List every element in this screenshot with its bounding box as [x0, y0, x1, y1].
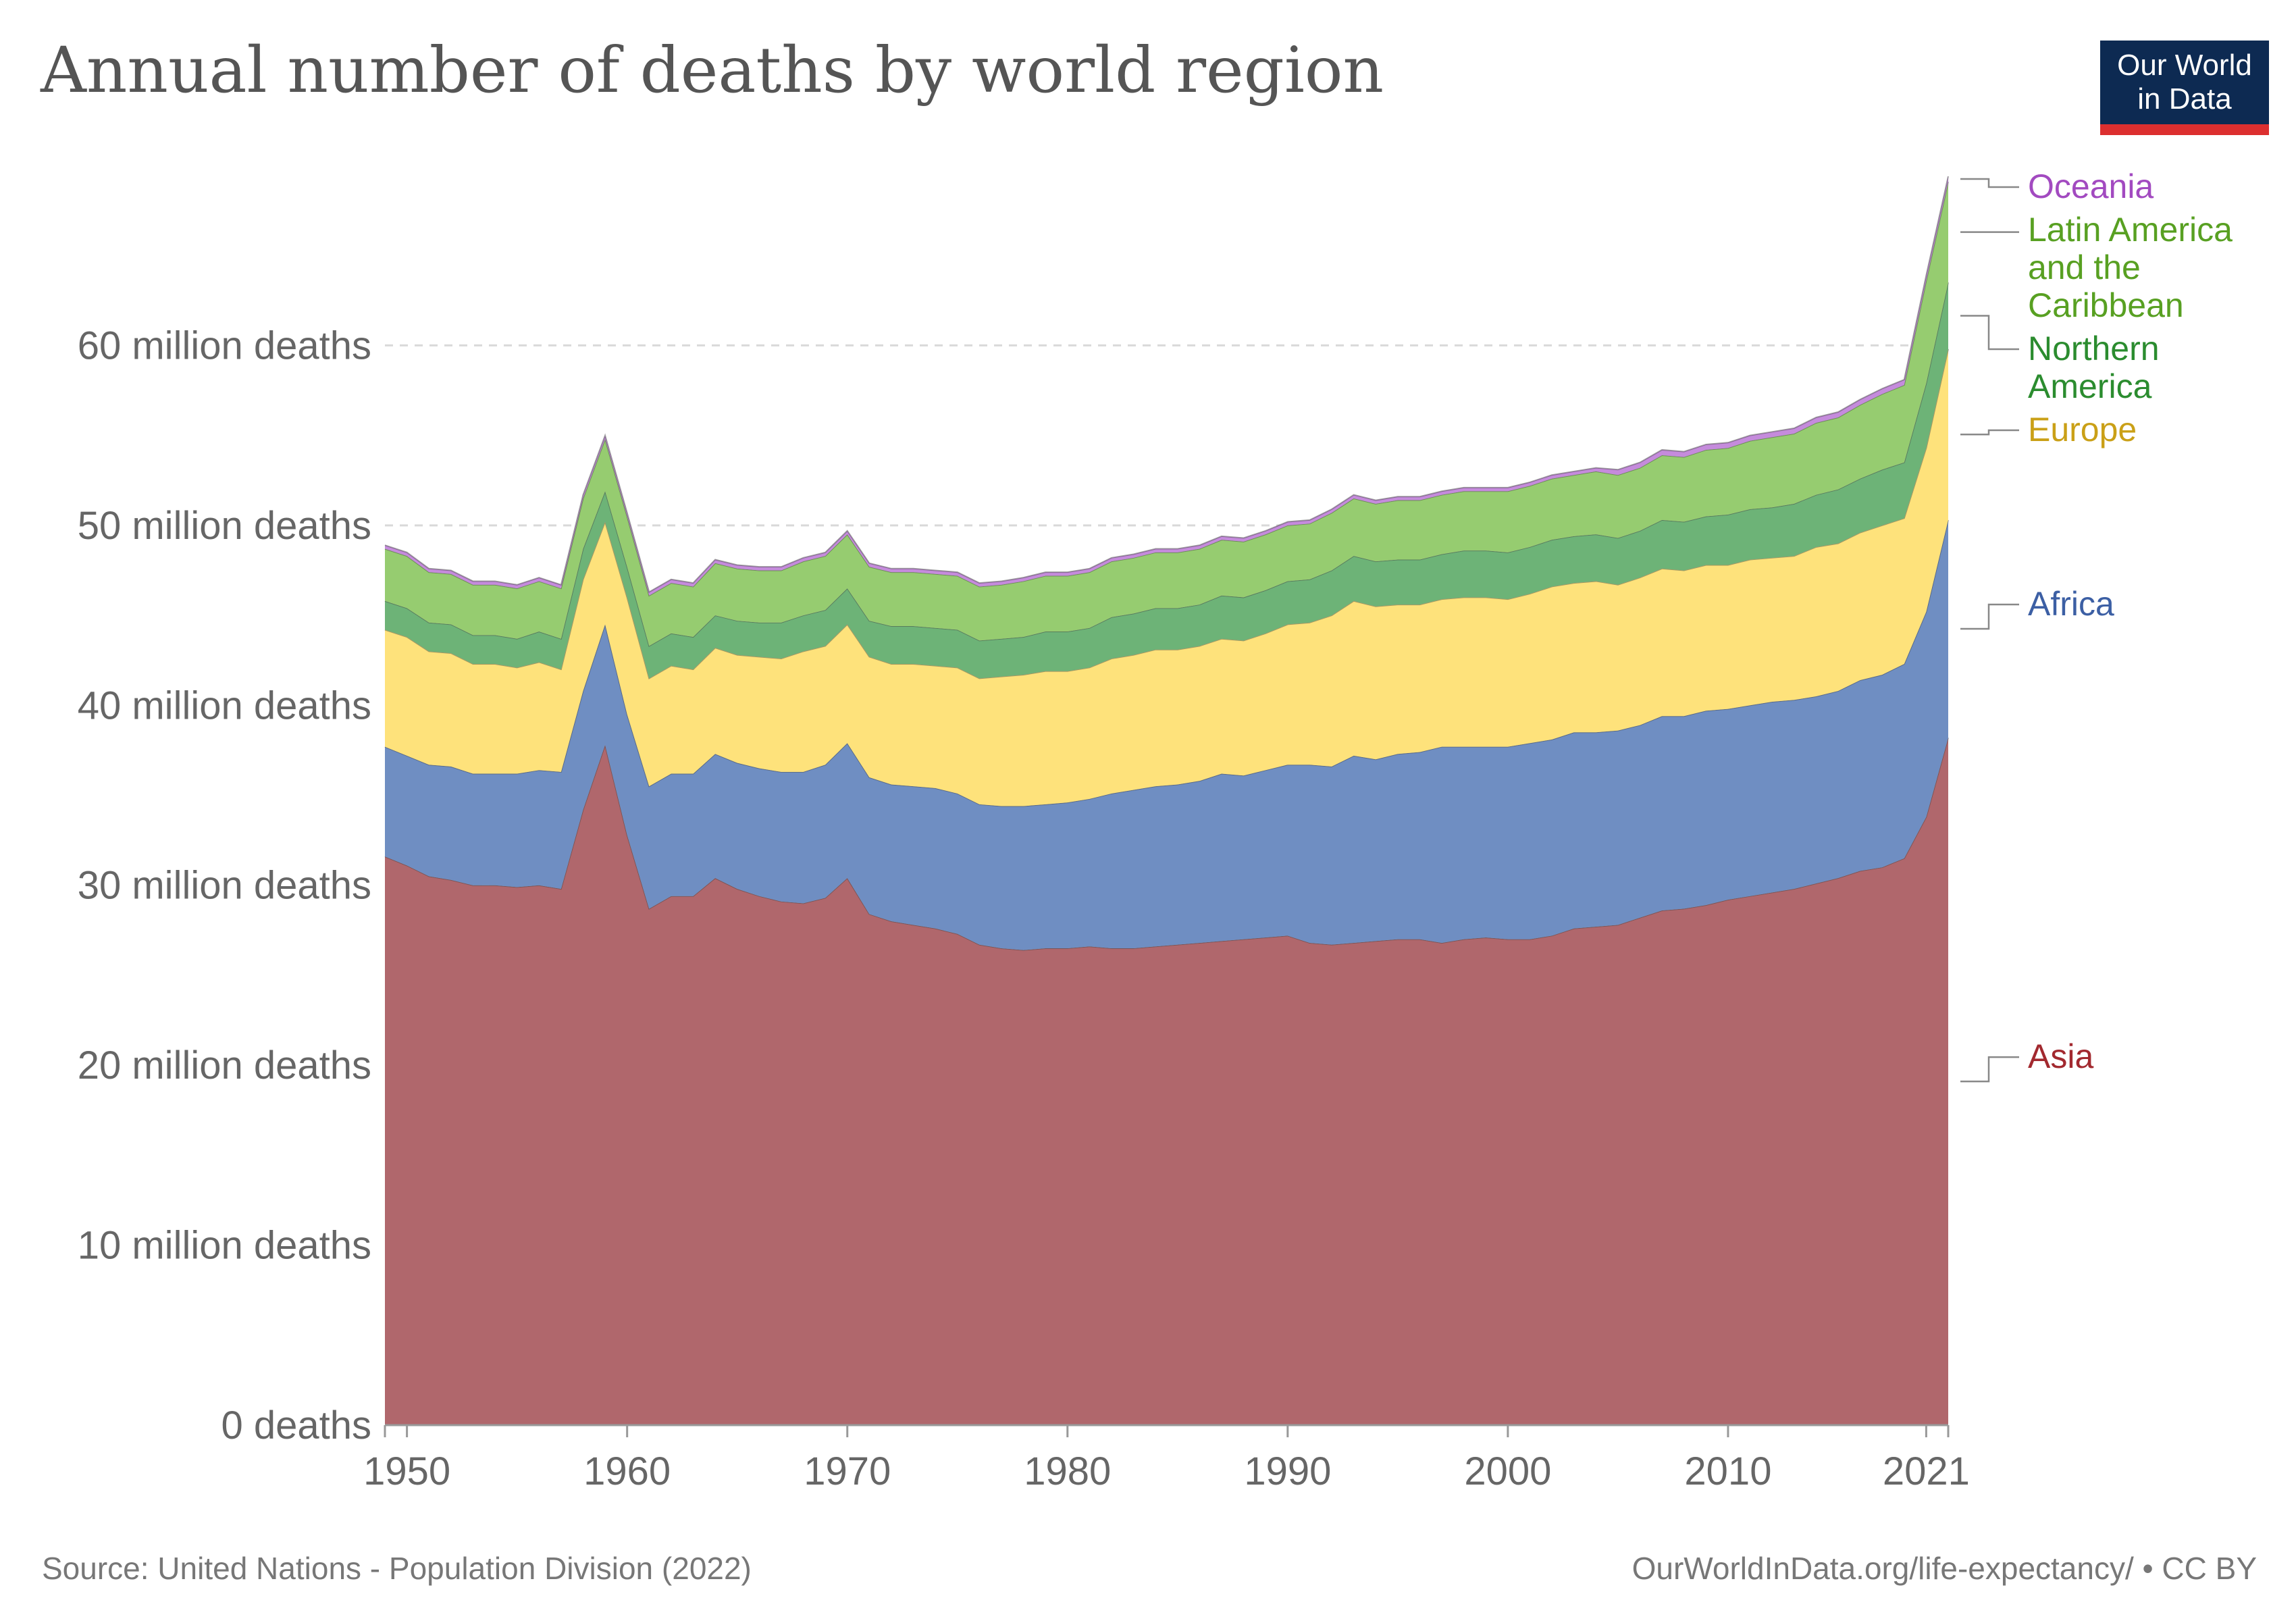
y-tick-label: 10 million deaths — [78, 1224, 371, 1268]
x-tick-label: 1960 — [583, 1449, 671, 1493]
legend-connector-northern-america — [1960, 315, 2019, 351]
legend-label-oceania: Oceania — [2028, 168, 2154, 205]
source-note: Source: United Nations - Population Divi… — [42, 1551, 752, 1586]
chart-title: Annual number of deaths by world region — [41, 34, 1384, 107]
logo-line-2: in Data — [2137, 82, 2232, 115]
area-latin-america-and-the-caribbean — [385, 181, 1948, 646]
y-tick-label: 20 million deaths — [78, 1044, 371, 1087]
x-tick-label: 1950 — [363, 1449, 450, 1493]
logo-line-1: Our World — [2117, 49, 2252, 82]
legend-label-latin-america-and-the-caribbean: Latin America — [2028, 211, 2233, 249]
license-link[interactable]: OurWorldInData.org/life-expectancy/ • CC… — [1632, 1551, 2257, 1586]
area-africa — [385, 519, 1948, 950]
legend-label-northern-america: Northern — [2028, 330, 2160, 367]
legend-label-latin-america-and-the-caribbean: Caribbean — [2028, 286, 2184, 324]
area-asia — [385, 738, 1948, 1425]
x-tick-label: 2021 — [1883, 1449, 1970, 1493]
area-europe — [385, 349, 1948, 806]
area-edge-oceania — [384, 176, 1949, 593]
legend-label-northern-america: America — [2028, 367, 2152, 405]
area-northern-america — [385, 282, 1948, 679]
legend-label-africa: Africa — [2028, 585, 2114, 623]
legend-connector-europe — [1960, 429, 2019, 436]
y-tick-label: 50 million deaths — [78, 504, 371, 548]
x-tick-label: 1980 — [1024, 1449, 1111, 1493]
x-tick-label: 1970 — [804, 1449, 891, 1493]
y-tick-label: 0 deaths — [221, 1404, 371, 1447]
legend-label-latin-america-and-the-caribbean: and the — [2028, 249, 2141, 286]
x-tick-label: 2000 — [1464, 1449, 1551, 1493]
legend-label-europe: Europe — [2028, 411, 2137, 448]
legend-connector-asia — [1960, 1056, 2019, 1083]
x-tick-label: 1990 — [1244, 1449, 1331, 1493]
legend-connector-africa — [1960, 603, 2019, 630]
legend-connector-oceania — [1960, 178, 2019, 188]
axes: 0 deaths 10 million deaths 20 million deat… — [78, 324, 1970, 1493]
y-tick-label: 60 million deaths — [78, 324, 371, 367]
owid-logo[interactable]: Our World in Data — [2100, 41, 2269, 135]
y-tick-label: 40 million deaths — [78, 684, 371, 727]
y-tick-label: 30 million deaths — [78, 864, 371, 908]
x-tick-label: 2010 — [1684, 1449, 1771, 1493]
area-series — [384, 176, 1949, 1425]
legend-label-asia: Asia — [2028, 1037, 2093, 1075]
